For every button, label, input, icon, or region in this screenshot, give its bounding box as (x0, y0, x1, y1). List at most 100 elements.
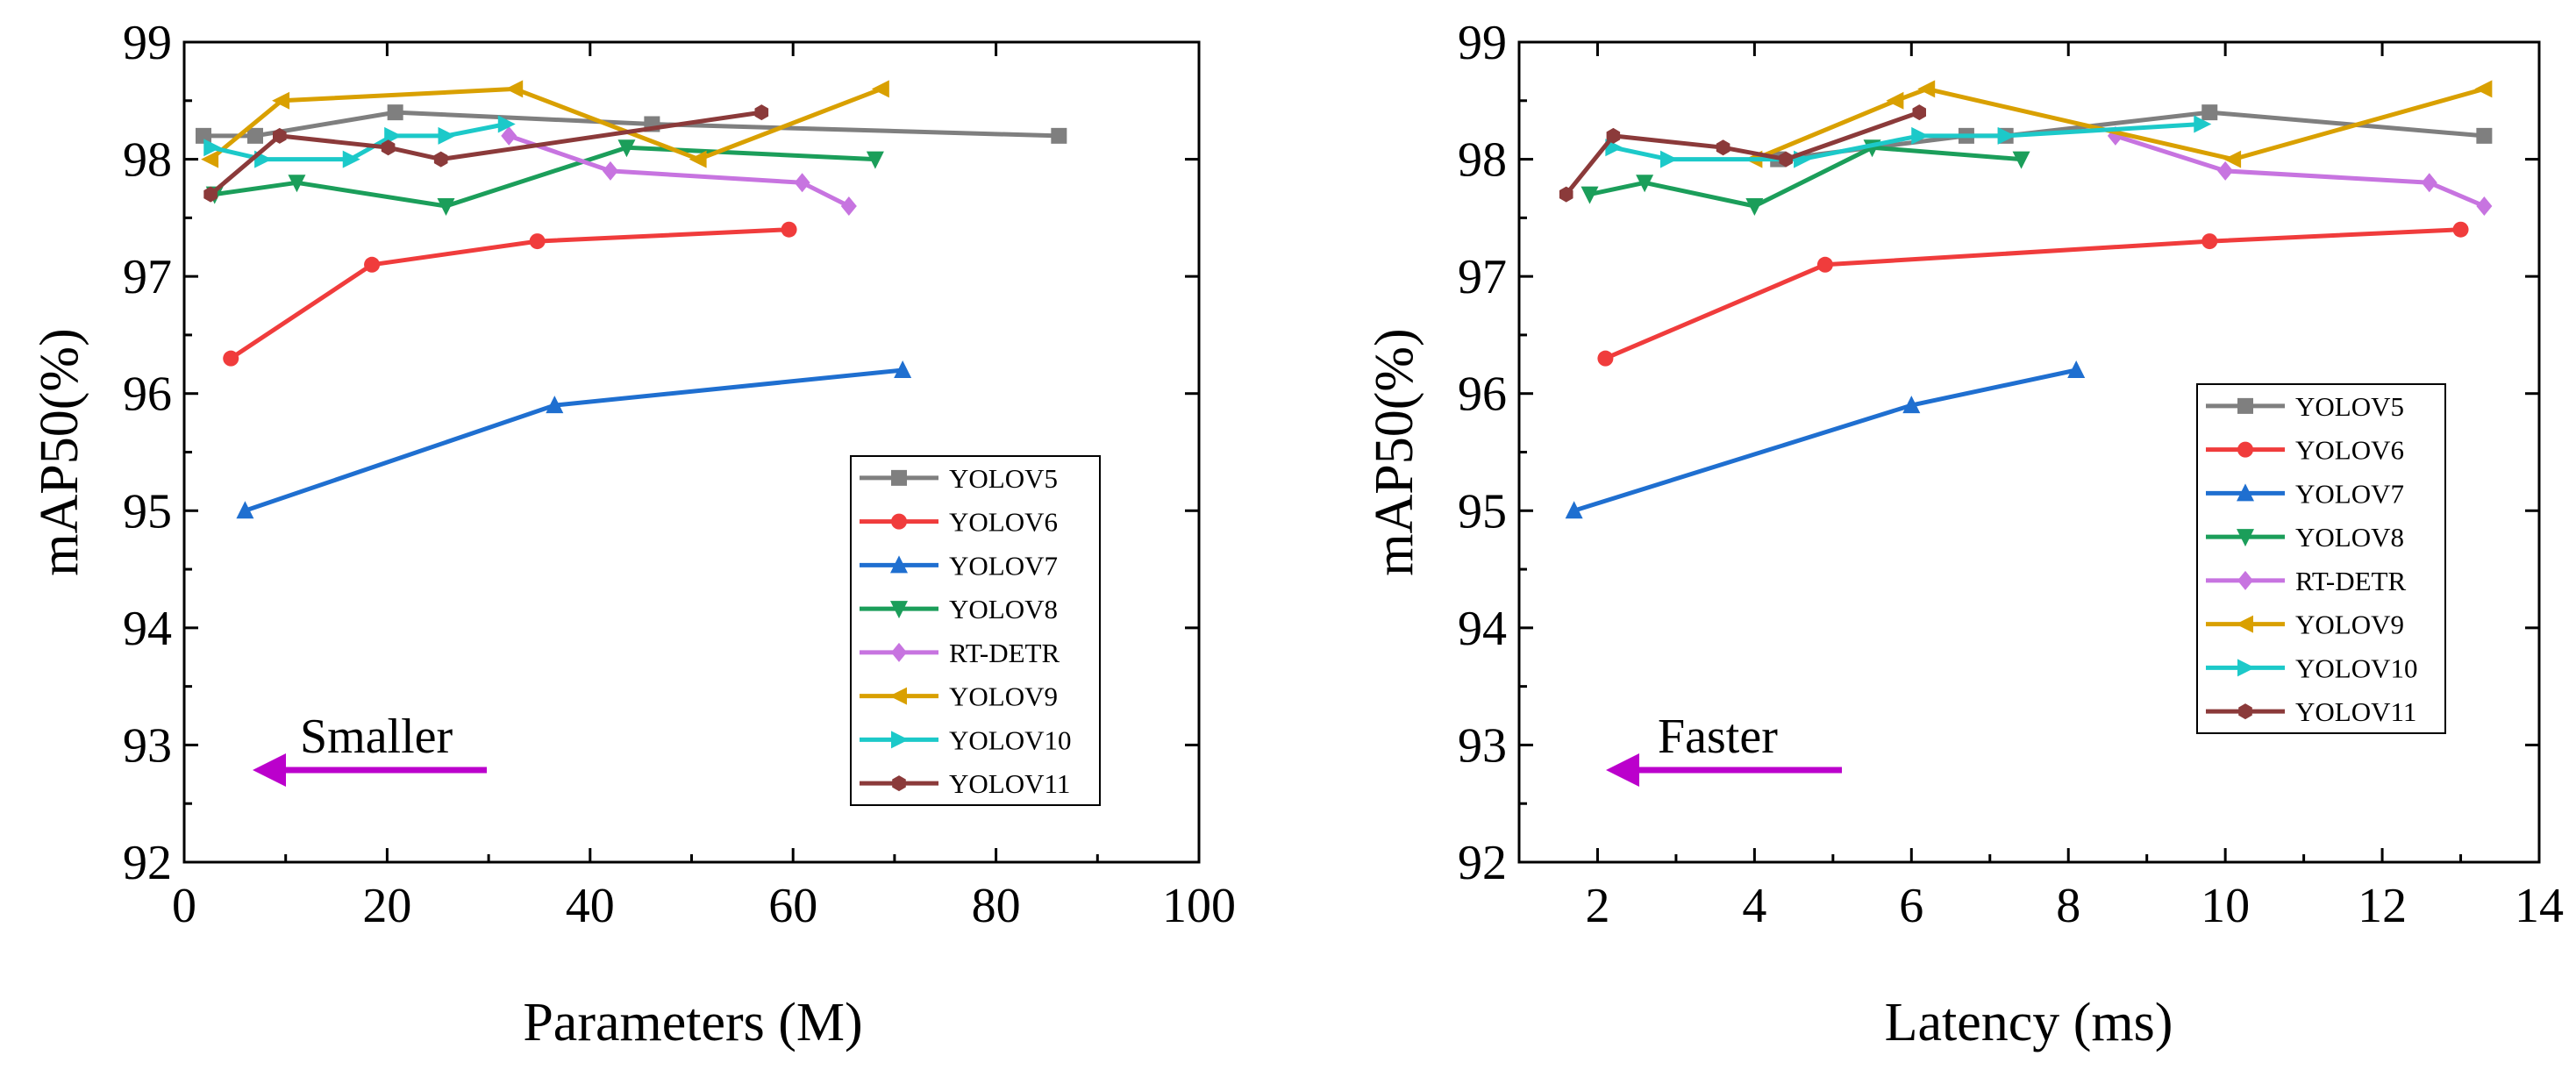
annotation-text: Smaller (300, 710, 453, 764)
legend-label: YOLOV6 (2295, 435, 2404, 466)
data-point (1917, 80, 1936, 98)
legend-label: YOLOV5 (949, 463, 1058, 494)
data-point (387, 104, 403, 121)
series-yolov8 (205, 139, 884, 216)
legend-marker (892, 775, 906, 792)
data-point (602, 160, 618, 181)
legend-label: YOLOV7 (2295, 478, 2404, 509)
legend-marker (891, 642, 907, 662)
data-point (1597, 350, 1614, 367)
y-tick-label: 97 (1458, 250, 1507, 304)
data-point (1779, 151, 1793, 168)
legend-marker (2238, 703, 2252, 720)
legend: YOLOV5 YOLOV6 YOLOV7 YOLOV8 RT-DETR YOLOV9 YOL… (850, 455, 1101, 806)
x-tick-label: 60 (768, 879, 817, 933)
series-yolov11 (203, 104, 769, 203)
legend-label: RT-DETR (2295, 566, 2406, 596)
data-point (1745, 198, 1764, 216)
data-point (781, 221, 797, 238)
data-point (2201, 104, 2218, 121)
legend-label: YOLOV11 (949, 768, 1070, 799)
series-yolov7 (236, 360, 912, 519)
data-point (871, 80, 889, 98)
data-point (2217, 160, 2234, 181)
data-point (236, 501, 254, 519)
data-point (1051, 127, 1067, 144)
x-tick-label: 0 (172, 879, 196, 933)
series-rt-detr (501, 125, 857, 216)
data-point (1816, 256, 1833, 273)
series-line (1604, 227, 2461, 360)
data-point (1581, 186, 1599, 204)
y-tick-label: 98 (1458, 133, 1507, 188)
data-point (794, 173, 810, 193)
x-tick-label: 2 (1585, 879, 1609, 933)
series-yolov7 (1565, 360, 2086, 519)
annotation-text: Faster (1658, 710, 1778, 764)
legend-item: YOLOV8 (2206, 522, 2404, 553)
data-point (1997, 126, 2016, 145)
y-tick-label: 99 (123, 16, 172, 70)
legend-label: YOLOV11 (2295, 696, 2416, 727)
series-line (1612, 122, 2202, 162)
legend-item: YOLOV11 (860, 768, 1070, 799)
series-line (1564, 110, 1921, 196)
y-tick-label: 98 (123, 133, 172, 188)
data-point (1716, 139, 1730, 156)
arrowhead-icon (253, 753, 286, 787)
annotation: Faster (1606, 710, 1842, 787)
data-point (437, 198, 455, 216)
x-axis-title: Parameters (M) (523, 993, 862, 1052)
y-axis-title: mAP50(%) (1365, 328, 1424, 575)
data-point (1659, 150, 1678, 168)
x-tick-label: 80 (972, 879, 1021, 933)
data-point (689, 150, 707, 168)
series-yolov9 (201, 80, 889, 168)
y-tick-label: 92 (123, 836, 172, 890)
x-tick-label: 40 (566, 879, 615, 933)
legend-item: RT-DETR (860, 638, 1060, 668)
legend-label: YOLOV9 (949, 681, 1058, 712)
legend-marker (2237, 441, 2253, 458)
data-point (617, 139, 636, 158)
legend-label: YOLOV10 (2295, 653, 2418, 683)
legend-item: YOLOV11 (2206, 696, 2416, 727)
data-point (203, 139, 222, 157)
y-tick-label: 93 (1458, 718, 1507, 773)
legend-marker (2237, 529, 2254, 547)
legend-label: YOLOV8 (2295, 522, 2404, 553)
data-point (894, 360, 912, 378)
data-point (2067, 360, 2086, 378)
legend-item: YOLOV10 (2206, 653, 2418, 683)
data-point (223, 350, 239, 367)
series-line (1573, 367, 2077, 513)
legend-marker (890, 601, 908, 619)
data-point (497, 115, 516, 133)
data-point (2474, 80, 2493, 98)
series-rt-detr (2107, 125, 2493, 216)
legend-marker (891, 513, 907, 530)
data-point (2476, 127, 2493, 144)
legend-item: YOLOV6 (2206, 435, 2404, 466)
data-point (1559, 186, 1573, 203)
series-line (229, 227, 789, 360)
series-line (2115, 133, 2486, 209)
x-axis-title: Latency (ms) (1885, 993, 2173, 1052)
x-tick-label: 12 (2358, 879, 2407, 933)
data-point (2201, 233, 2218, 250)
y-tick-label: 94 (123, 602, 172, 656)
x-tick-label: 20 (362, 879, 411, 933)
legend-item: YOLOV9 (2206, 610, 2404, 640)
legend-item: YOLOV6 (860, 507, 1058, 538)
legend-item: YOLOV7 (860, 550, 1058, 581)
data-point (1606, 127, 1621, 144)
legend-item: YOLOV5 (2206, 391, 2404, 422)
data-point (1911, 126, 1930, 145)
legend-item: YOLOV9 (860, 681, 1058, 712)
data-point (364, 256, 381, 273)
legend-marker (2237, 397, 2253, 414)
data-point (342, 150, 360, 168)
legend-marker (2237, 570, 2253, 590)
series-line (508, 133, 850, 209)
data-point (381, 139, 396, 156)
